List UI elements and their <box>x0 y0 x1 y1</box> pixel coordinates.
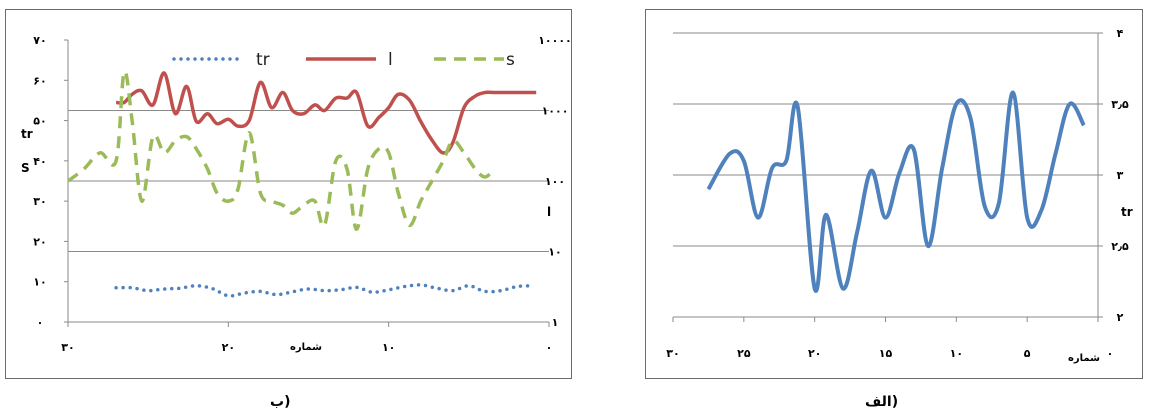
x-tick-label: ۰ <box>1107 347 1114 360</box>
legend-label-tr: tr <box>256 50 270 70</box>
left-tick-label: ۰ <box>37 316 44 329</box>
x-tick-label: ۲۰ <box>808 347 821 360</box>
y-tick-label: ۳٫۵ <box>1111 98 1129 111</box>
caption-b: ب) <box>270 394 291 410</box>
x-tick-label: ۳۰ <box>61 341 74 354</box>
y-tick-label: ۳ <box>1117 169 1124 182</box>
chart-a: ۲ ۲٫۵ ۳ ۳٫۵ ۴ ۳۰ ۲۵ ۲۰ ۱۵ ۱۰ ۵ ۰ شماره tr <box>666 27 1133 364</box>
left-axis-title-tr: tr <box>21 127 33 141</box>
y-tick-label: ۴ <box>1117 27 1124 40</box>
right-tick-label: ۱۰۰۰ <box>542 105 569 118</box>
left-tick-label: ۳۰ <box>33 195 46 208</box>
right-tick-label: ۱ <box>552 316 559 329</box>
series-line-l <box>115 71 537 155</box>
series-line-tr <box>114 283 535 298</box>
caption-a: الف) <box>865 394 899 410</box>
x-axis-title: شماره <box>290 342 322 353</box>
right-tick-label: ۱۰۰ <box>545 175 565 188</box>
legend-label-s: s <box>506 50 515 70</box>
legend-label-l: l <box>388 50 393 70</box>
series-line-tr <box>706 90 1086 293</box>
left-tick-label: ۵۰ <box>33 115 46 128</box>
y-tick-label: ۲٫۵ <box>1111 240 1129 253</box>
left-tick-label: ۶۰ <box>33 74 46 87</box>
x-tick-label: ۱۵ <box>879 347 893 360</box>
left-tick-label: ۱۰ <box>33 276 46 289</box>
left-tick-label: ۲۰ <box>33 235 46 248</box>
left-tick-label: ۴۰ <box>33 155 46 168</box>
x-axis-title: شماره <box>1068 353 1100 364</box>
chart-panel-b: ۰ ۱۰ ۲۰ ۳۰ ۴۰ ۵۰ ۶۰ ۷۰ ۱ ۱۰ ۱۰۰ ۱۰۰۰ ۱۰۰۰۰ ۳۰ ۲۰ ۱۰ ۰ شما… <box>5 9 572 379</box>
chart-panel-a: ۲ ۲٫۵ ۳ ۳٫۵ ۴ ۳۰ ۲۵ ۲۰ ۱۵ ۱۰ ۵ ۰ شماره tr <box>645 9 1143 379</box>
x-tick-label: ۳۰ <box>666 347 679 360</box>
left-tick-label: ۷۰ <box>33 34 46 47</box>
x-tick-label: ۵ <box>1024 347 1031 360</box>
x-tick-label: ۱۰ <box>950 347 963 360</box>
right-axis-title: l <box>547 205 551 219</box>
x-tick-label: ۰ <box>546 341 553 354</box>
x-tick-label: ۲۵ <box>737 347 751 360</box>
y-axis-title: tr <box>1121 205 1133 219</box>
right-tick-label: ۱۰۰۰۰ <box>538 34 571 47</box>
y-tick-label: ۲ <box>1117 311 1124 324</box>
right-tick-label: ۱۰ <box>548 246 561 259</box>
x-tick-label: ۲۰ <box>222 341 235 354</box>
left-axis-title-s: S <box>21 161 30 175</box>
x-tick-label: ۱۰ <box>382 341 395 354</box>
